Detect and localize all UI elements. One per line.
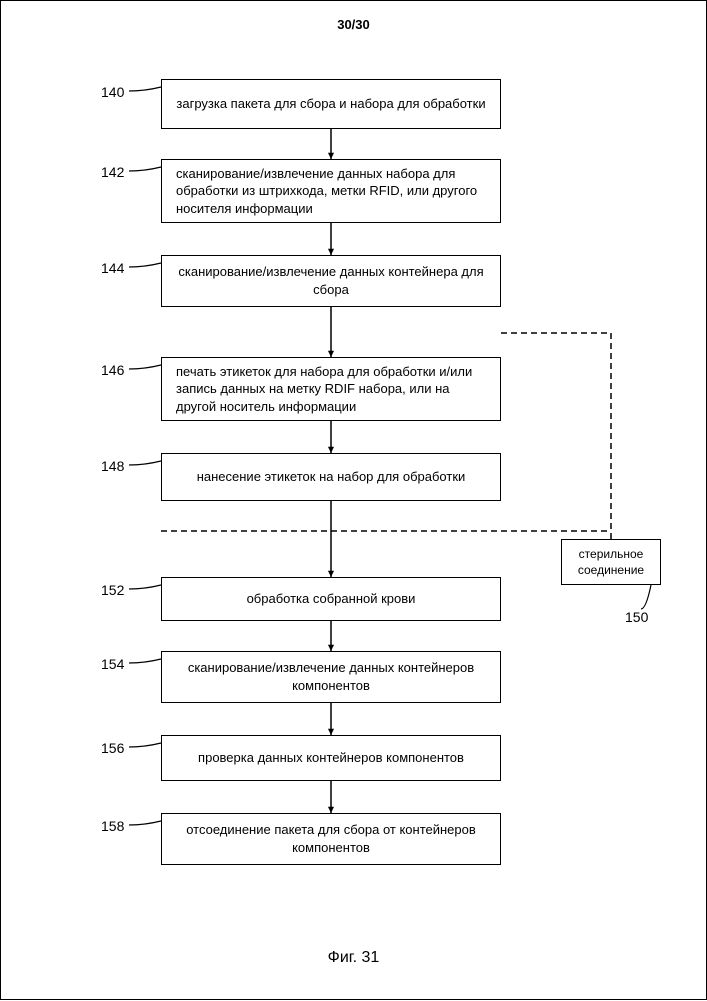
page-number: 30/30	[1, 17, 706, 32]
step-148: нанесение этикеток на набор для обработк…	[161, 453, 501, 501]
step-154: сканирование/извлечение данных контейнер…	[161, 651, 501, 703]
step-140: загрузка пакета для сбора и набора для о…	[161, 79, 501, 129]
step-146: печать этикеток для набора для обработки…	[161, 357, 501, 421]
page: 30/30 Фиг. 31 загрузка пакета для сбора …	[0, 0, 707, 1000]
ref-142: 142	[101, 164, 124, 180]
ref-146: 146	[101, 362, 124, 378]
ref-156: 156	[101, 740, 124, 756]
ref-158: 158	[101, 818, 124, 834]
side-sterile-connection: стерильное соединение	[561, 539, 661, 585]
ref-152: 152	[101, 582, 124, 598]
ref-140: 140	[101, 84, 124, 100]
figure-caption: Фиг. 31	[1, 949, 706, 967]
step-142: сканирование/извлечение данных набора дл…	[161, 159, 501, 223]
ref-144: 144	[101, 260, 124, 276]
step-144: сканирование/извлечение данных контейнер…	[161, 255, 501, 307]
ref-150: 150	[625, 609, 648, 625]
ref-154: 154	[101, 656, 124, 672]
step-158: отсоединение пакета для сбора от контейн…	[161, 813, 501, 865]
ref-148: 148	[101, 458, 124, 474]
step-152: обработка собранной крови	[161, 577, 501, 621]
step-156: проверка данных контейнеров компонентов	[161, 735, 501, 781]
